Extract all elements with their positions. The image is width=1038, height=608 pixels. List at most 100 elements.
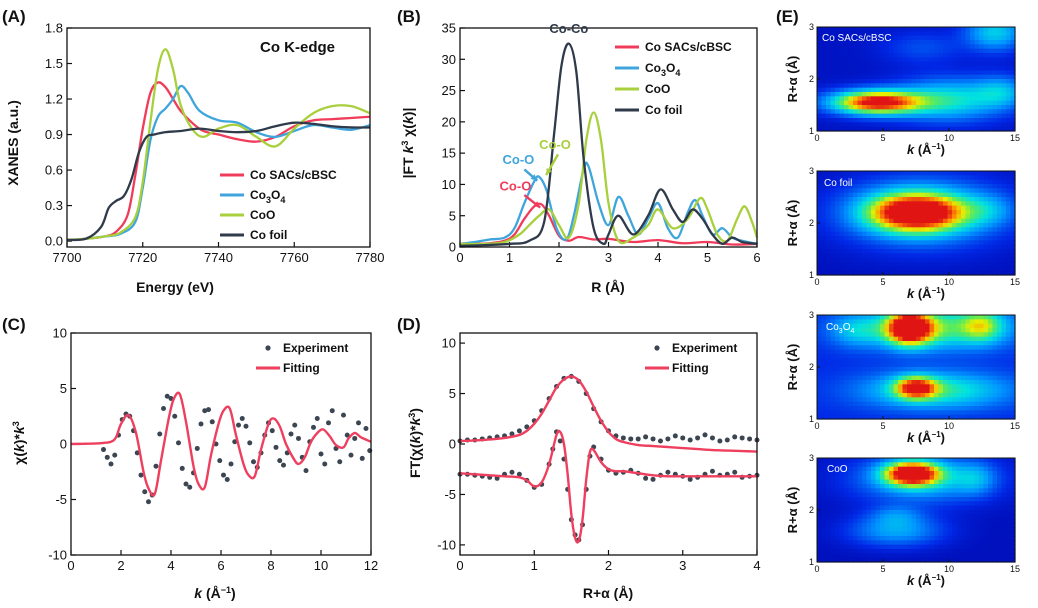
heatmap-sacs-cell: [961, 66, 967, 71]
heatmap-sacs-cell: [902, 31, 908, 37]
heatmap-co3o4-cell: [974, 397, 980, 403]
heatmap-cofoil-cell: [947, 231, 953, 237]
heatmap-sacs-cell: [925, 118, 931, 123]
heatmap-coo-cell: [866, 488, 872, 494]
heatmap-coo-cell: [862, 458, 868, 463]
heatmap-co3o4-cell: [997, 319, 1003, 325]
heatmap-co3o4-cell: [889, 349, 895, 355]
heatmap-sacs-cell: [826, 48, 832, 54]
chart-c-experiment-point: [179, 465, 185, 471]
heatmap-coo-cell: [830, 471, 836, 476]
heatmap-sacs-cell: [925, 35, 931, 41]
heatmap-cofoil-cell: [992, 262, 998, 267]
heatmap-cofoil-cell: [911, 227, 917, 233]
heatmap-co3o4-cell: [821, 354, 827, 359]
heatmap-cofoil-cell: [952, 205, 958, 211]
chart-c-experiment-point: [224, 477, 230, 483]
heatmap-sacs-cell: [871, 79, 877, 84]
heatmap-sacs-cell: [857, 105, 863, 110]
heatmap-co3o4-cell: [974, 332, 980, 338]
chart-b-xtick-label: 1: [506, 250, 513, 265]
heatmap-coo-cell: [1001, 484, 1007, 489]
heatmap-co3o4-cell: [902, 406, 908, 411]
heatmap-sacs-cell: [1006, 113, 1012, 119]
heatmap-co3o4-cell: [835, 410, 841, 416]
heatmap-sacs-cell: [898, 83, 904, 89]
heatmap-sacs-cell: [889, 48, 895, 54]
heatmap-cofoil-cell: [983, 171, 989, 176]
heatmap-coo-cell: [907, 523, 913, 528]
heatmap-sacs-cell: [934, 70, 940, 76]
heatmap-cofoil-cell: [929, 253, 935, 259]
heatmap-coo-cell: [893, 484, 899, 489]
heatmap-cofoil-cell: [862, 214, 868, 220]
heatmap-coo-cell: [911, 518, 917, 524]
heatmap-coo-cell: [880, 484, 886, 489]
heatmap-sacs-cell: [821, 96, 827, 102]
heatmap-sacs-cell: [871, 122, 877, 128]
heatmap-sacs-cell: [826, 44, 832, 50]
heatmap-sacs-cell: [889, 118, 895, 123]
heatmap-co3o4-cell: [830, 371, 836, 377]
heatmap-sacs-cell: [952, 105, 958, 110]
heatmap-co3o4-cell: [974, 401, 980, 407]
heatmap-sacs-cell: [952, 118, 958, 123]
heatmap-co3o4-cell: [925, 367, 931, 372]
heatmap-sacs-cell: [947, 74, 953, 80]
heatmap-cofoil-cell: [920, 244, 926, 250]
heatmap-co3o4-cell: [821, 406, 827, 411]
heatmap-cofoil-cell: [898, 270, 904, 276]
heatmap-coo-cell: [947, 505, 953, 511]
heatmap-coo-cell: [983, 458, 989, 463]
heatmap-coo-cell: [830, 497, 836, 502]
heatmap-sacs-cell: [929, 118, 935, 123]
heatmap-cofoil-cell: [997, 184, 1003, 189]
heatmap-coo-cell: [826, 553, 832, 559]
heatmap-sacs-cell: [1010, 53, 1016, 58]
heatmap-coo-cell: [862, 479, 868, 485]
heatmap-sacs-cell: [821, 27, 827, 32]
heatmap-sacs-cell: [952, 96, 958, 102]
heatmap-cofoil-cell: [835, 218, 841, 224]
heatmap-co3o4-cell: [988, 354, 994, 359]
heatmap-coo-cell: [871, 510, 877, 515]
heatmap-sacs-cell: [884, 105, 890, 110]
heatmap-cofoil-cell: [848, 192, 854, 198]
heatmap-coo-cell: [997, 553, 1003, 559]
heatmap-co3o4-cell: [889, 384, 895, 390]
heatmap-coo-cell: [817, 501, 823, 507]
heatmap-sacs-cell: [1006, 35, 1012, 41]
heatmap-co3o4-cell: [880, 397, 886, 403]
heatmap-coo-cell: [992, 479, 998, 485]
heatmap-co3o4-cell: [844, 375, 850, 381]
heatmap-coo-cell: [821, 523, 827, 528]
heatmap-cofoil-cell: [817, 244, 823, 250]
heatmap-coo-cell: [934, 544, 940, 550]
chart-a-series-coo: [66, 48, 371, 242]
heatmap-cofoil-cell: [871, 218, 877, 224]
heatmap-cofoil-cell: [830, 240, 836, 246]
heatmap-co3o4-cell: [1001, 315, 1007, 320]
heatmap-cofoil-cell: [988, 197, 994, 202]
heatmap-sacs-cell: [979, 53, 985, 58]
heatmap-sacs-cell: [862, 113, 868, 119]
heatmap-co3o4-cell: [839, 345, 845, 351]
heatmap-co3o4-cell: [871, 406, 877, 411]
heatmap-coo-cell: [920, 557, 926, 563]
heatmap-coo-cell: [835, 549, 841, 554]
heatmap-coo-cell: [943, 484, 949, 489]
heatmap-co3o4-cell: [884, 362, 890, 368]
heatmap-sacs-cell: [965, 92, 971, 97]
heatmap-coo-cell: [866, 557, 872, 563]
heatmap-cofoil-cell: [848, 205, 854, 211]
heatmap-sacs-cell: [898, 113, 904, 119]
heatmap-cofoil-cell: [920, 179, 926, 185]
heatmap-sacs-cell: [970, 66, 976, 71]
heatmap-co3o4-cell: [961, 336, 967, 342]
heatmap-cofoil-cell: [844, 214, 850, 220]
heatmap-co3o4-cell: [875, 384, 881, 390]
heatmap-coo-cell: [997, 484, 1003, 489]
heatmap-coo-cell: [907, 492, 913, 498]
heatmap-coo-cell: [916, 544, 922, 550]
chart-c-experiment-point: [326, 420, 331, 426]
